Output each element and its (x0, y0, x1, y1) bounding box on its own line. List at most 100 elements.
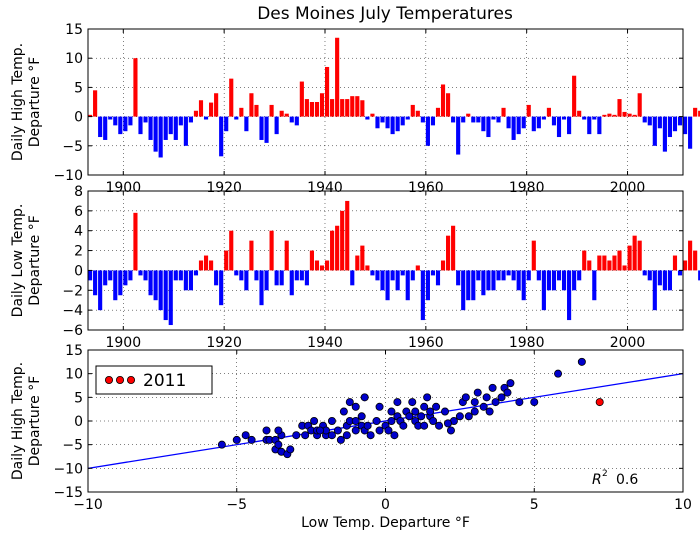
scatter-point (217, 440, 226, 449)
bar-1931 (279, 270, 284, 286)
scatter-point (446, 426, 455, 435)
scatter-point (464, 412, 473, 421)
bar-2006 (657, 270, 662, 286)
bar-1964 (446, 235, 451, 271)
bar-1947 (360, 245, 365, 271)
scatter-point (435, 421, 444, 430)
r-squared-value: 0.6 (616, 472, 638, 488)
scatter-point (408, 398, 417, 407)
bar-2013 (693, 107, 698, 117)
bar-1961 (430, 116, 436, 126)
bar-1893 (88, 114, 93, 117)
scatter-point (577, 357, 586, 366)
scatter-point (485, 407, 494, 416)
bar-1984 (546, 270, 551, 291)
bar-1907 (158, 270, 163, 311)
y-tick-label: 15 (65, 22, 83, 38)
bar-1959 (420, 116, 425, 123)
bar-1912 (183, 270, 188, 291)
bar-2002 (637, 93, 642, 117)
bar-1898 (113, 116, 118, 126)
bar-1937 (309, 102, 314, 117)
bar-1985 (551, 270, 557, 291)
scatter-point (470, 407, 479, 416)
bar-1904 (143, 270, 148, 281)
bar-1935 (299, 270, 304, 281)
bar-1939 (319, 93, 325, 117)
x-tick-label: 1940 (307, 180, 343, 196)
bar-1996 (607, 113, 612, 117)
bar-1969 (471, 270, 476, 301)
y-tick-label: −5 (62, 139, 83, 155)
bar-1916 (203, 116, 209, 120)
x-tick-label: 2000 (610, 180, 646, 196)
bar-1894 (93, 270, 98, 296)
bar-1919 (219, 270, 224, 306)
bar-1973 (491, 270, 496, 291)
bar-1948 (365, 265, 370, 271)
bar-1917 (209, 102, 214, 117)
bar-1943 (340, 99, 345, 117)
bar-1956 (405, 270, 410, 301)
scatter-point (503, 388, 512, 397)
bar-1936 (304, 270, 309, 286)
y-tick-label: 4 (74, 224, 83, 240)
bar-1895 (98, 116, 103, 138)
bar-1958 (415, 265, 420, 271)
bar-1953 (390, 270, 395, 281)
bar-1995 (602, 114, 607, 117)
bar-panel-1: −10 −5 0 5 10 15 1900 1920 1940 1960 1980 2000 Daily… (10, 22, 700, 196)
x-tick-label: 5 (530, 497, 539, 513)
bar-1982 (536, 270, 541, 281)
bar-1927 (259, 116, 264, 140)
scatter-point (351, 426, 360, 435)
bar-1911 (178, 270, 183, 281)
bar-1941 (330, 230, 335, 271)
y-tick-label: 5 (74, 80, 83, 96)
bar-1994 (597, 116, 602, 135)
bar-1930 (274, 116, 279, 135)
bar-2011 (683, 260, 688, 271)
bar-1900 (123, 270, 128, 286)
bar-1983 (541, 116, 546, 120)
scatter-point (292, 431, 301, 440)
bar-1921 (229, 78, 234, 117)
scatter-point (241, 431, 250, 440)
bar-1923 (239, 107, 244, 117)
bar-1910 (173, 116, 178, 140)
bar-1894 (93, 90, 98, 117)
bar-1961 (430, 270, 436, 276)
bar-1950 (375, 116, 380, 129)
highlight-point (595, 398, 604, 407)
bar-1920 (224, 250, 229, 271)
scatter-point (357, 412, 366, 421)
bar-1897 (108, 116, 113, 120)
bar-1939 (319, 265, 325, 271)
bar-2014 (698, 270, 700, 281)
bar-1899 (118, 116, 123, 135)
scatter-point (360, 393, 369, 402)
scatter-point (339, 407, 348, 416)
bar-1928 (264, 270, 269, 291)
bar-1945 (350, 270, 355, 286)
bar-1981 (531, 116, 536, 132)
scatter-point (372, 416, 381, 425)
bar-1938 (314, 102, 320, 117)
bar-1980 (526, 104, 531, 117)
scatter-point (351, 416, 360, 425)
bar-1974 (496, 116, 501, 123)
bar-1934 (294, 116, 299, 126)
scatter-point (342, 431, 351, 440)
bar-1965 (451, 225, 456, 271)
bar-1995 (602, 255, 607, 271)
scatter-point (443, 419, 452, 428)
bar-1952 (385, 270, 390, 301)
bar-1898 (113, 270, 118, 301)
bar-1965 (451, 116, 456, 123)
figure-title: Des Moines July Temperatures (257, 4, 513, 24)
x-tick-label: 10 (674, 497, 692, 513)
bar-1910 (173, 270, 178, 281)
bar-1983 (541, 270, 546, 311)
bar-1955 (400, 270, 405, 276)
bar-1960 (425, 270, 430, 301)
